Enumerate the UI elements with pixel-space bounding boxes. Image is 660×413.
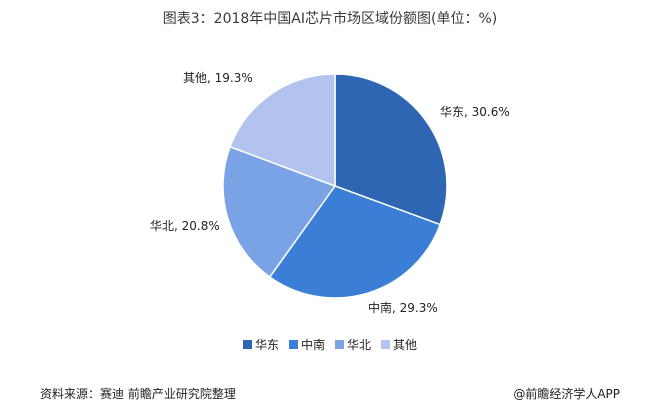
legend-label: 华北 <box>347 338 372 352</box>
legend-swatch <box>381 340 391 349</box>
legend: 华东 中南 华北 其他 <box>0 336 660 353</box>
legend-label: 华东 <box>254 338 279 352</box>
pie-slice-2 <box>222 145 337 279</box>
slice-label-0: 华东, 30.6% <box>440 105 510 119</box>
legend-item-zhongnan: 中南 <box>288 336 325 353</box>
legend-swatch <box>288 340 298 349</box>
legend-label: 中南 <box>300 338 325 352</box>
pie-slice-1 <box>268 185 442 299</box>
slice-label-1: 中南, 29.3% <box>368 300 438 315</box>
legend-label: 其他 <box>393 338 418 352</box>
legend-item-qita: 其他 <box>381 336 417 353</box>
source-note: 资料来源：赛迪 前瞻产业研究院整理 <box>40 387 236 401</box>
legend-item-huabei: 华北 <box>335 336 371 353</box>
pie-slice-0 <box>334 73 448 226</box>
pie-slice-3 <box>229 73 336 188</box>
legend-item-huadong: 华东 <box>242 336 279 353</box>
brand-credit: @前瞻经济学人APP <box>513 387 620 401</box>
legend-swatch <box>335 340 344 349</box>
slice-label-2: 华北, 20.8% <box>150 219 220 233</box>
chart-title: 图表3：2018年中国AI芯片市场区域份额图(单位：%) <box>162 11 498 27</box>
slice-label-3: 其他, 19.3% <box>183 71 253 85</box>
legend-swatch <box>242 340 252 349</box>
footer: 资料来源：赛迪 前瞻产业研究院整理 @前瞻经济学人APP <box>40 385 620 402</box>
